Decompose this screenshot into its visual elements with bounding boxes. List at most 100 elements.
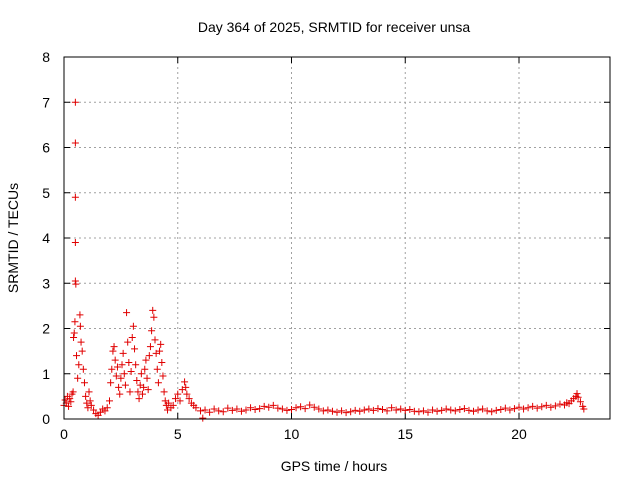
data-point [76,311,84,319]
data-point [138,390,146,398]
data-point [86,397,94,405]
y-tick-label: 0 [42,411,50,427]
data-point [108,365,116,373]
data-point [297,403,305,411]
data-point [274,404,282,412]
data-point [424,408,432,416]
data-point [538,403,546,411]
data-point [247,404,255,412]
y-tick-label: 4 [42,230,50,246]
data-point [351,406,359,414]
data-point [233,405,241,413]
data-point [71,318,79,326]
data-point [488,408,496,416]
data-point [419,407,427,415]
y-tick-label: 1 [42,366,50,382]
data-point [510,405,518,413]
data-point [506,406,514,414]
y-tick-label: 2 [42,321,50,337]
data-point [146,343,154,351]
data-point [576,398,584,406]
data-point [183,390,191,398]
y-axis-title: SRMTID / TECUs [5,183,21,293]
data-point [171,395,179,403]
data-point [551,402,559,410]
grid [64,57,610,419]
data-point [260,402,268,410]
data-point [365,405,373,413]
data-point [237,407,245,415]
data-point [442,405,450,413]
data-point [67,398,75,406]
data-point [134,388,142,396]
data-point [306,401,314,409]
data-point [492,406,500,414]
data-point [265,403,273,411]
data-point [197,407,204,415]
data-point [74,374,82,382]
data-point [406,405,414,413]
data-point [149,306,157,314]
data-point [465,406,473,414]
data-point [269,401,277,409]
data-point [224,404,232,412]
data-point [474,406,482,414]
data-point [328,407,336,415]
data-point [120,370,128,378]
data-point [123,309,131,317]
data-point [169,401,177,409]
data-point [129,322,137,330]
data-point [72,280,80,288]
data-point [71,139,79,147]
data-point [142,356,150,364]
data-point [181,378,189,386]
data-point [529,402,537,410]
data-point [192,404,200,412]
data-point [573,390,581,398]
data-point [126,388,134,396]
data-point [85,388,93,396]
data-point [80,379,88,387]
data-point [144,386,152,394]
data-point [383,407,391,415]
y-tick-label: 6 [42,140,50,156]
data-point [315,405,323,413]
data-point [215,407,223,415]
data-point [219,408,227,416]
data-point [515,403,523,411]
y-tick-label: 5 [42,185,50,201]
data-point [140,383,148,391]
x-tick-label: 20 [511,426,527,442]
data-point [199,414,207,422]
chart-title: Day 364 of 2025, SRMTID for receiver uns… [198,19,471,35]
data-point [106,397,113,405]
data-point [524,404,532,412]
data-point [520,405,528,413]
data-point [256,405,264,413]
data-point [135,395,143,403]
data-point [87,401,95,409]
data-points [60,98,588,422]
data-point [342,409,350,417]
data-point [533,404,541,412]
y-tick-label: 8 [42,49,50,65]
data-point [333,408,341,416]
data-point [470,407,477,415]
data-point [112,372,120,380]
x-tick-label: 15 [397,426,413,442]
data-point [283,406,291,414]
data-point [107,379,115,387]
data-point [125,358,133,366]
data-point [451,407,459,415]
data-point [119,349,127,357]
x-axis-title: GPS time / hours [281,458,388,474]
data-point [310,403,318,411]
data-point [157,340,165,348]
x-tick-label: 0 [60,426,68,442]
data-point [71,239,79,247]
data-point [301,405,309,413]
data-point [111,356,119,364]
data-point [401,406,409,414]
data-point [206,408,214,416]
data-point [65,402,73,410]
